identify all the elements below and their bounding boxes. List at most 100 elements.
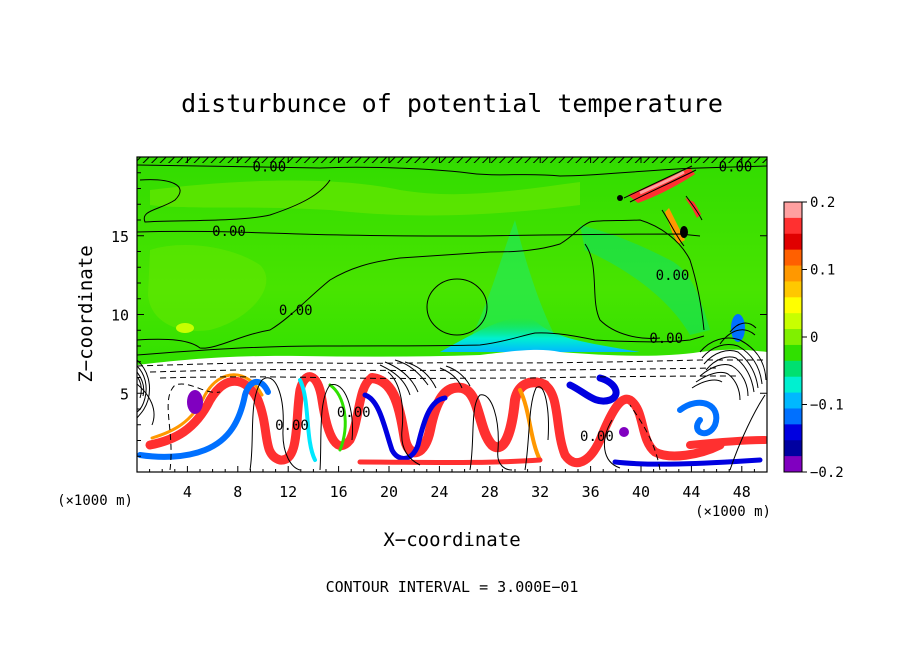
contour-top	[137, 164, 767, 177]
contour-plume-8	[629, 404, 661, 471]
black-spot	[680, 226, 688, 238]
plume-band-blue-4	[677, 399, 720, 437]
colorbar-swatch	[784, 297, 802, 314]
x-tick-label-48: 48	[733, 483, 751, 501]
colorbar-swatch	[784, 424, 802, 441]
contour-plume-2	[319, 384, 354, 471]
x-tick-label-8: 8	[233, 483, 242, 501]
contour-dashed-3	[159, 375, 741, 379]
colorbar-swatch	[784, 408, 802, 425]
contour-plume-6	[603, 419, 621, 469]
field-region-right-tongue	[580, 225, 710, 335]
colorbar-tick-label: −0.2	[810, 465, 844, 481]
field-region-orange-spot	[176, 323, 194, 333]
dense-contours-center	[379, 359, 471, 396]
field-region-cyan-plume	[470, 220, 560, 345]
plot-area: 0.00 0.00 0.00 0.00 0.00 0.00 0.00 0.00 0.00	[137, 157, 767, 472]
contour-label: 0.00	[275, 418, 309, 434]
purple-spot-2	[619, 427, 629, 437]
contour-plume-3	[387, 371, 421, 466]
top-right-contours	[623, 165, 703, 247]
field-region-right-blue-spot	[731, 314, 745, 342]
contour-label: 0.00	[656, 268, 690, 284]
plume-band-blue-3	[566, 374, 620, 405]
x-tick-label-16: 16	[330, 483, 348, 501]
contour-labels: 0.00 0.00 0.00 0.00 0.00 0.00 0.00 0.00 0.00	[212, 159, 752, 444]
plume-band-blue-5	[612, 457, 763, 467]
contour-interval-note: CONTOUR INTERVAL = 3.000E−01	[326, 578, 579, 596]
colorbar-swatch	[784, 360, 802, 378]
contour-level-0-main	[137, 219, 705, 349]
y-axis: 5 10 15	[111, 172, 767, 457]
contour-label: 0.00	[580, 429, 614, 445]
dense-contours-right	[691, 322, 767, 401]
plume-band-red-4	[686, 436, 767, 449]
colorbar-swatch	[784, 202, 802, 219]
plume-band-orange	[150, 373, 264, 440]
x-tick-label-40: 40	[632, 483, 650, 501]
colorbar-swatch	[784, 281, 802, 298]
colorbar-swatch	[784, 249, 802, 267]
plume-band-red-5	[357, 457, 543, 465]
y-tick-label-15: 15	[111, 228, 129, 246]
x-axis: 4 8 12 16 20 24 28 32 36 40 44 48	[149, 157, 755, 501]
contour-z15	[137, 230, 701, 237]
contour-label: 0.00	[279, 303, 313, 319]
x-tick-label-4: 4	[183, 483, 192, 501]
black-spot-2	[617, 195, 623, 201]
contour-label: 0.00	[337, 405, 371, 421]
y-axis-label: Z−coordinate	[75, 245, 97, 382]
contour-label: 0.00	[212, 224, 246, 240]
plume-band-green	[328, 383, 347, 452]
contour-label: 0.00	[719, 159, 753, 175]
x-tick-label-20: 20	[380, 483, 398, 501]
field-region-right-streak-2	[685, 198, 701, 218]
contour-dashed-1	[137, 359, 767, 367]
top-hatch-strip	[137, 157, 767, 163]
chart-title: disturbunce of potential temperature	[181, 89, 723, 118]
x-tick-label-36: 36	[582, 483, 600, 501]
contour-tongue	[584, 243, 661, 339]
colorbar-swatch	[784, 329, 802, 346]
x-tick-label-24: 24	[430, 483, 448, 501]
x-axis-label: X−coordinate	[383, 529, 520, 551]
contour-label: 0.00	[252, 159, 286, 175]
field-region-upper-light	[150, 180, 580, 216]
contour-dashed-2	[149, 367, 721, 373]
colorbar-tick-label: −0.1	[810, 398, 844, 414]
colorbar-swatch	[784, 265, 802, 282]
contour-label: 0.00	[649, 331, 683, 347]
purple-spot	[187, 390, 203, 414]
contour-upper-left	[139, 179, 331, 223]
dense-contours-left	[137, 359, 155, 426]
plume-band-red-3	[540, 380, 725, 468]
field-region-left-light	[148, 245, 267, 331]
y-tick-label-5: 5	[120, 385, 129, 403]
contour-plume-5	[524, 386, 549, 471]
colorbar-swatch	[784, 217, 802, 235]
plume-band-cyan	[298, 378, 317, 462]
colorbar-swatch	[784, 456, 802, 473]
x-tick-label-12: 12	[279, 483, 297, 501]
contour-plume-1	[249, 377, 301, 471]
contour-lines	[137, 164, 767, 471]
colorbar: 0.2 0.1 0 −0.1 −0.2	[783, 195, 844, 481]
colorbar-tick-label: 0.1	[810, 263, 835, 279]
colorbar-tick-label: 0	[810, 330, 818, 346]
contour-plume-4	[469, 394, 513, 471]
plume-band-orange-3	[518, 388, 542, 462]
colorbar-swatch	[784, 233, 802, 251]
y-tick-label-10: 10	[111, 307, 129, 325]
colorbar-swatch	[784, 313, 802, 330]
contour-mixed-top	[137, 332, 705, 356]
field-region-right-streak	[665, 208, 685, 244]
x-unit-right: (×1000 m)	[695, 504, 771, 520]
contour-blob	[426, 278, 488, 336]
plume-band-red	[145, 372, 377, 465]
field-region-top-right-anomaly-core	[639, 170, 685, 195]
colorbar-swatch	[784, 392, 802, 409]
x-tick-label-28: 28	[481, 483, 499, 501]
colorbar-swatch	[784, 344, 802, 362]
x-unit-left: (×1000 m)	[57, 493, 133, 509]
